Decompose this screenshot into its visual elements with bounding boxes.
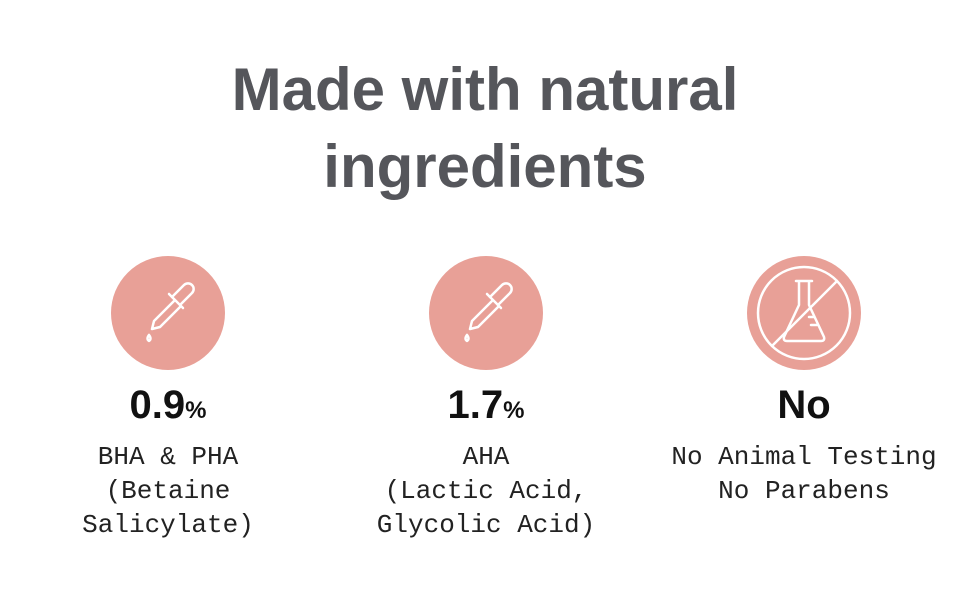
dropper-icon <box>111 256 225 370</box>
description-line: (Lactic Acid, <box>384 476 588 506</box>
dropper-icon <box>429 256 543 370</box>
description-line: No Parabens <box>718 476 890 506</box>
item-value: 0.9 <box>129 383 186 427</box>
title-line: ingredients <box>323 133 647 200</box>
description-line: (Betaine <box>105 476 231 506</box>
no-testing-icon <box>747 256 861 370</box>
description-line: Salicylate) <box>82 510 254 540</box>
title-line: Made with natural <box>231 56 739 123</box>
item-value-block: 0.9% <box>8 385 328 425</box>
item-value: 1.7 <box>447 383 504 427</box>
item-description: AHA (Lactic Acid, Glycolic Acid) <box>326 440 646 542</box>
item-value: No <box>777 383 831 427</box>
item-description: No Animal Testing No Parabens <box>644 440 964 508</box>
description-line: AHA <box>462 442 510 472</box>
item-description: BHA & PHA (Betaine Salicylate) <box>8 440 328 542</box>
description-line: Glycolic Acid) <box>376 510 596 540</box>
item-value-block: No <box>644 385 964 425</box>
description-line: No Animal Testing <box>671 442 937 472</box>
item-unit: % <box>503 397 525 424</box>
description-line: BHA & PHA <box>97 442 239 472</box>
item-value-block: 1.7% <box>326 385 646 425</box>
item-unit: % <box>185 397 207 424</box>
